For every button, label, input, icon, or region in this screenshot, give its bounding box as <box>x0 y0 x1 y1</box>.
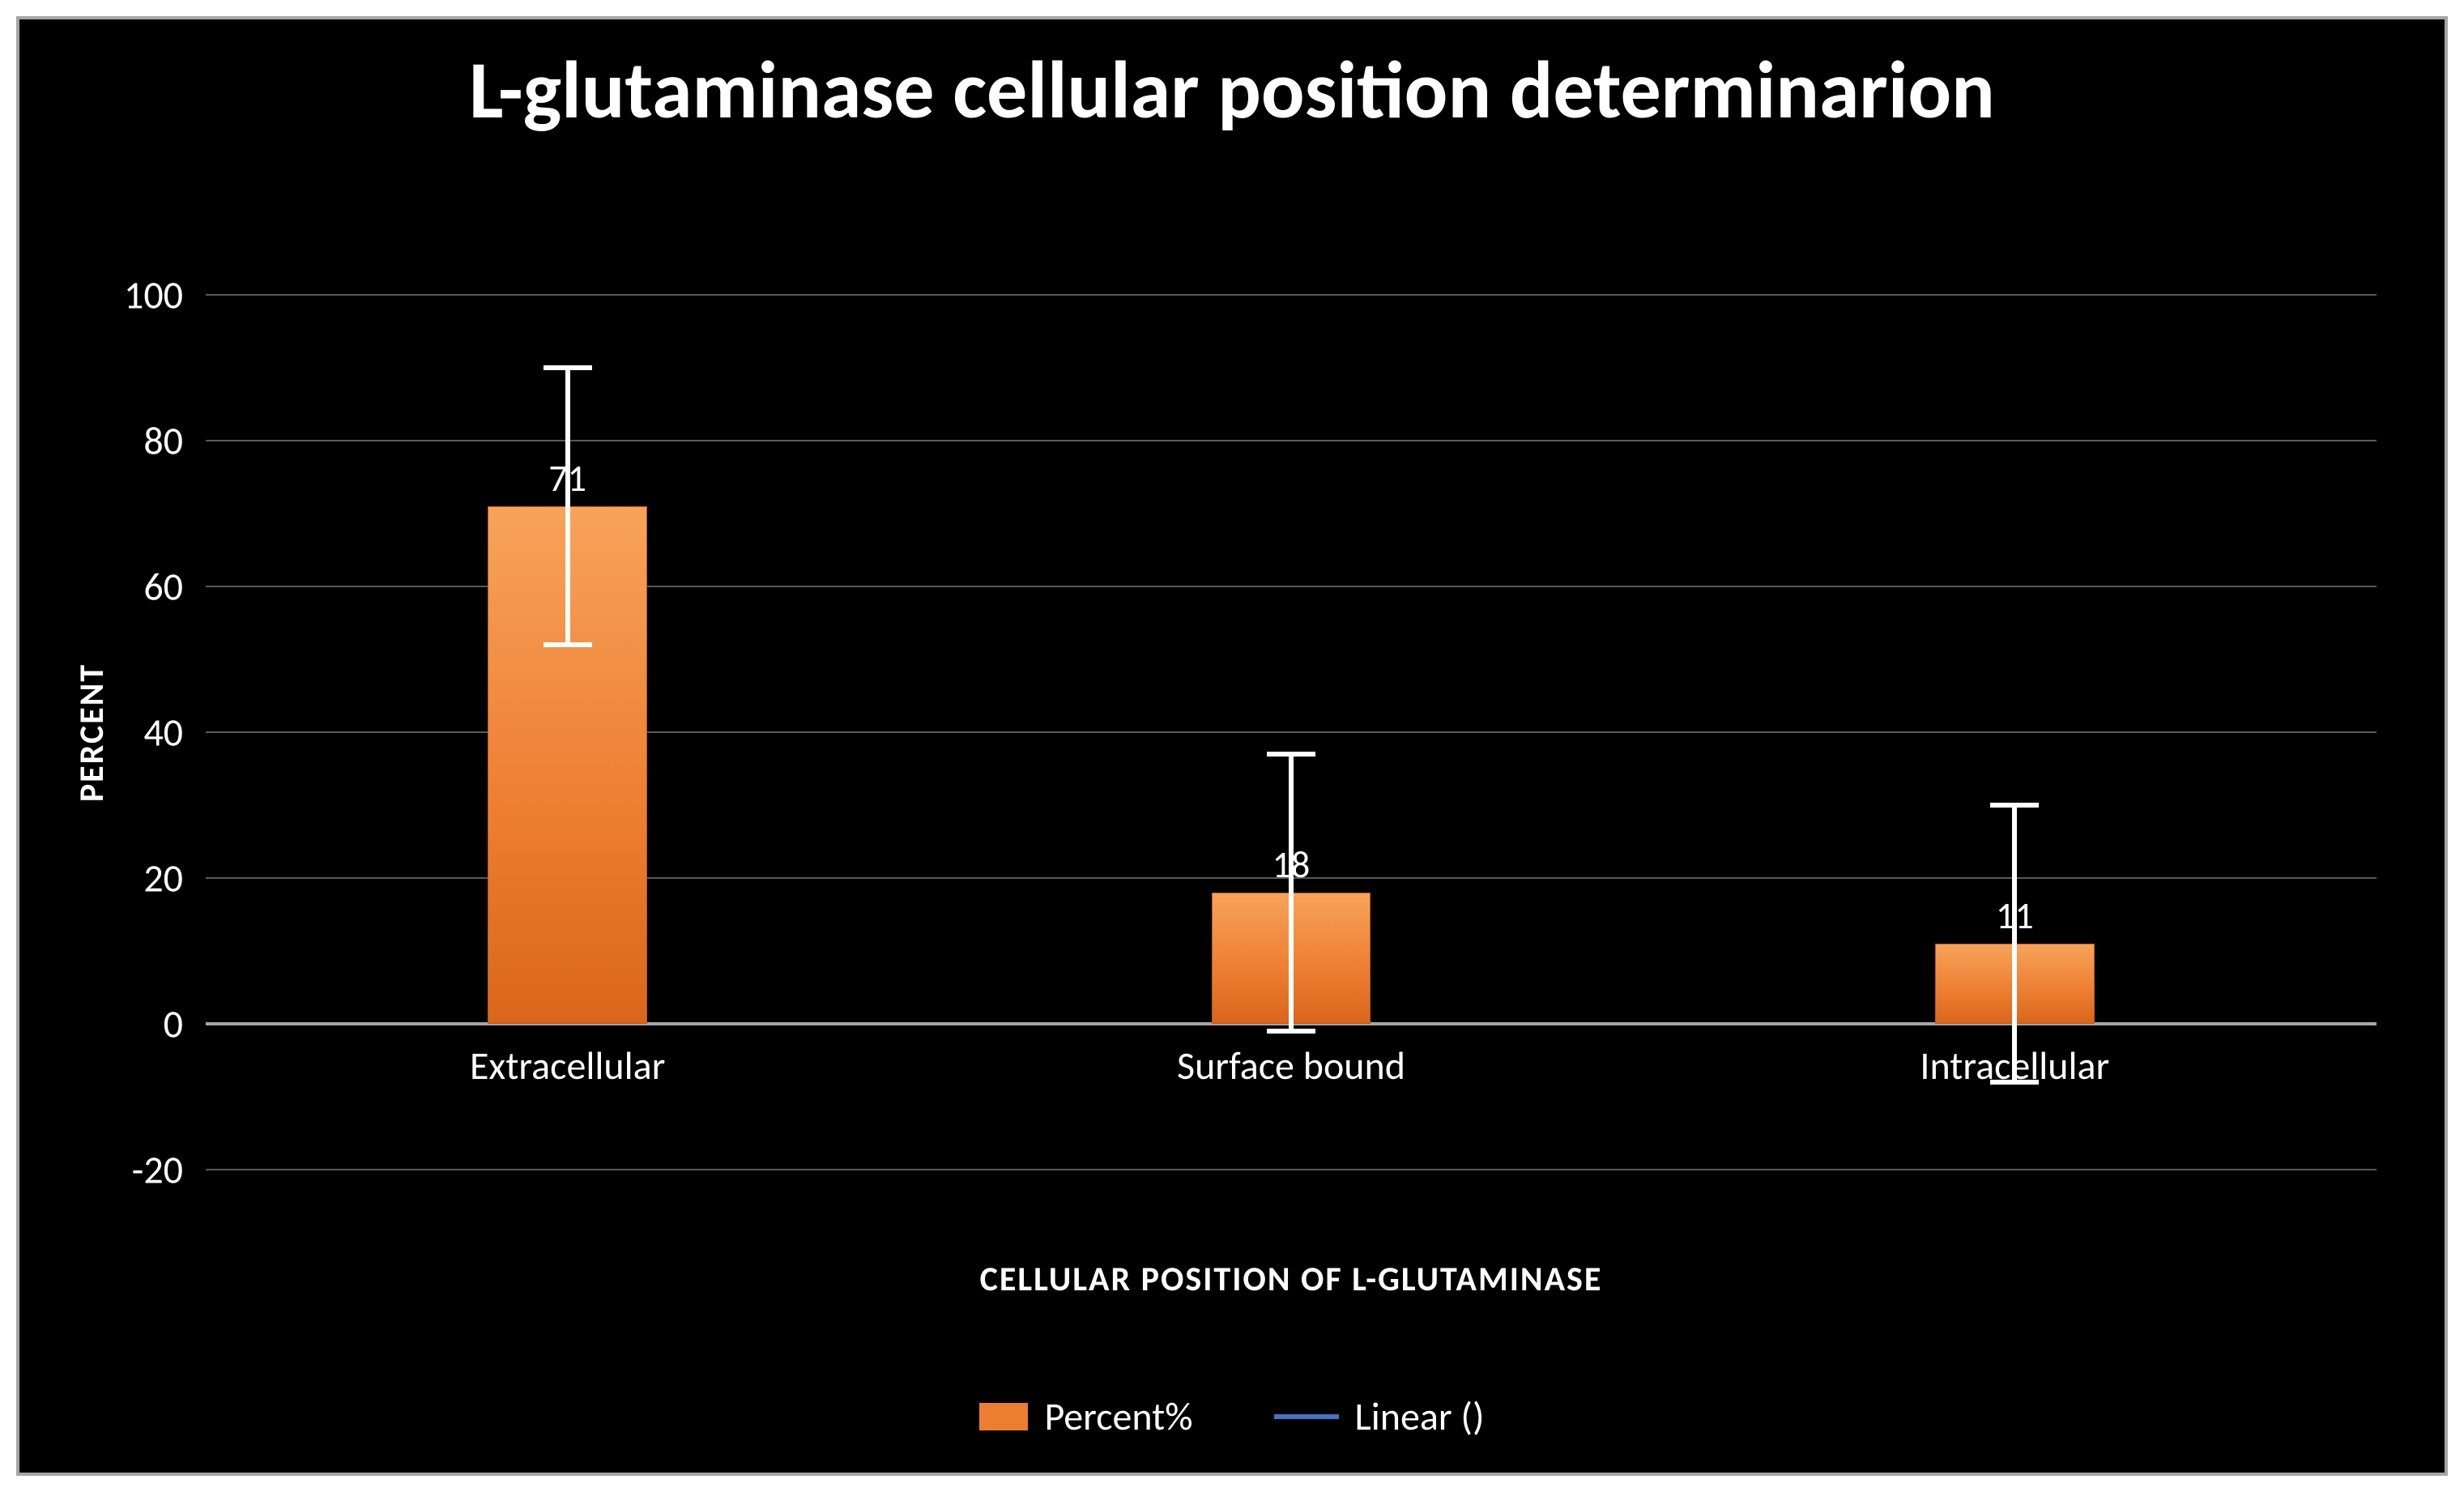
y-tick-label: 60 <box>143 563 183 611</box>
y-axis-title: PERCENT <box>68 295 117 1170</box>
legend-item-linear: Linear () <box>1274 1392 1485 1440</box>
grid-line <box>206 294 2377 296</box>
legend-swatch-bar-icon <box>979 1403 1028 1430</box>
legend-label-linear: Linear () <box>1355 1392 1485 1440</box>
y-tick-label: 80 <box>143 417 183 465</box>
error-bar-cap <box>544 365 592 370</box>
chart-title: L-glutaminase cellular position determin… <box>19 44 2445 137</box>
error-bar-cap <box>1267 752 1315 757</box>
error-bar-stem <box>565 368 570 645</box>
error-bar-stem <box>2012 805 2017 1082</box>
error-bar-stem <box>1289 754 1294 1031</box>
x-axis-title-text: CELLULAR POSITION OF L-GLUTAMINASE <box>980 1259 1603 1300</box>
y-tick-label: 40 <box>143 709 183 757</box>
grid-line <box>206 440 2377 441</box>
y-tick-label: -20 <box>132 1146 183 1194</box>
plot-area: -2002040608010071Extracellular18Surface … <box>206 295 2377 1170</box>
legend-item-percent: Percent% <box>979 1392 1192 1440</box>
x-category-label: Surface bound <box>1177 1042 1405 1089</box>
y-axis-title-text: PERCENT <box>72 663 113 801</box>
y-tick-label: 20 <box>143 855 183 902</box>
legend: Percent% Linear () <box>19 1392 2445 1440</box>
y-tick-label: 100 <box>124 271 183 319</box>
x-category-label: Extracellular <box>470 1042 665 1089</box>
grid-line <box>206 1169 2377 1170</box>
error-bar-cap <box>544 642 592 647</box>
error-bar-cap <box>1267 1029 1315 1034</box>
legend-swatch-line-icon <box>1274 1414 1339 1419</box>
y-tick-label: 0 <box>164 1000 183 1048</box>
legend-label-percent: Percent% <box>1044 1392 1192 1440</box>
x-category-label: Intracellular <box>1920 1042 2109 1089</box>
x-axis-title: CELLULAR POSITION OF L-GLUTAMINASE <box>206 1259 2377 1300</box>
chart-title-text: L-glutaminase cellular position determin… <box>469 40 1995 139</box>
error-bar-cap <box>1990 803 2039 808</box>
chart-frame: L-glutaminase cellular position determin… <box>16 16 2448 1476</box>
